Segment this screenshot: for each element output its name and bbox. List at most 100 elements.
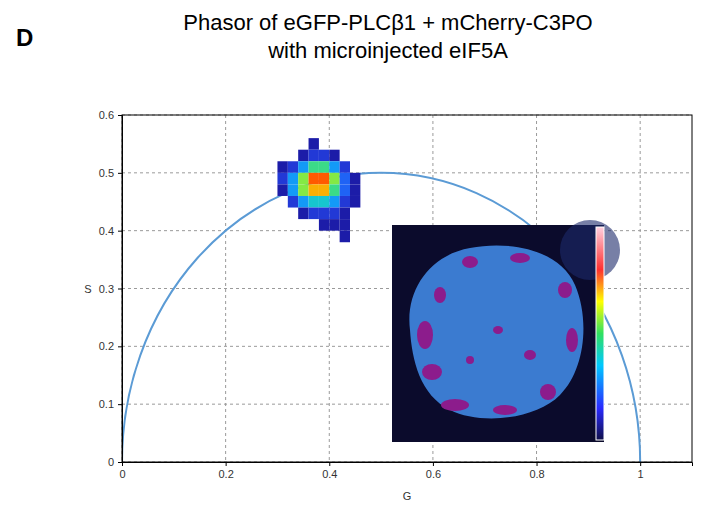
y-tick: 0.4 bbox=[99, 225, 122, 237]
x-tick-mark bbox=[226, 462, 227, 466]
histogram-cell bbox=[319, 219, 329, 231]
histogram-cell bbox=[340, 208, 350, 220]
x-tick-mark bbox=[329, 462, 330, 466]
inset-spot bbox=[493, 326, 503, 334]
inset-spot bbox=[417, 321, 433, 349]
histogram-cell bbox=[277, 161, 287, 173]
x-tick-label: 0.8 bbox=[529, 468, 544, 480]
histogram-cell bbox=[329, 219, 339, 231]
y-tick-label: 0.2 bbox=[99, 340, 114, 352]
inset-spot bbox=[558, 282, 572, 298]
histogram-cell bbox=[329, 161, 339, 173]
histogram-cell bbox=[309, 161, 319, 173]
grid-line-y bbox=[122, 172, 692, 173]
x-tick: 0.2 bbox=[218, 462, 233, 480]
x-tick-mark bbox=[537, 462, 538, 466]
title: with microinjected eIF5A bbox=[267, 38, 508, 63]
histogram-cell bbox=[319, 196, 329, 208]
histogram-cell bbox=[319, 173, 329, 185]
y-tick-label: 0.5 bbox=[99, 167, 114, 179]
x-tick-label: 0 bbox=[119, 468, 125, 480]
inset-cell bbox=[409, 245, 583, 418]
panel-label: D bbox=[16, 24, 33, 51]
histogram-cell bbox=[288, 173, 298, 185]
inset-spot bbox=[441, 399, 469, 411]
y-axis-title: S bbox=[84, 283, 91, 295]
inset-image bbox=[392, 220, 620, 442]
histogram-cell bbox=[319, 208, 329, 220]
plot-frame bbox=[122, 115, 692, 462]
inset-spot bbox=[462, 256, 478, 268]
x-tick-label: 1 bbox=[638, 468, 644, 480]
histogram-cell bbox=[350, 196, 360, 208]
histogram-cell bbox=[288, 184, 298, 196]
title: Phasor of eGFP-PLCβ1 + mCherry-C3PO bbox=[183, 10, 592, 35]
histogram-cell bbox=[298, 196, 308, 208]
histogram-cell bbox=[329, 173, 339, 185]
y-tick: 0.3 bbox=[99, 283, 122, 295]
y-tick-mark bbox=[118, 404, 122, 405]
y-tick: 0.2 bbox=[99, 340, 122, 352]
histogram-cell bbox=[298, 150, 308, 162]
inset-spot bbox=[422, 364, 442, 380]
inset-spot bbox=[466, 356, 474, 364]
inset-spot bbox=[493, 405, 517, 415]
y-tick-label: 0.3 bbox=[99, 283, 114, 295]
inset-spot bbox=[566, 328, 578, 352]
histogram-cell bbox=[309, 150, 319, 162]
histogram-cell bbox=[319, 150, 329, 162]
y-tick-mark bbox=[118, 115, 122, 116]
x-tick: 1 bbox=[638, 462, 644, 480]
histogram-cell bbox=[350, 173, 360, 185]
histogram-cell bbox=[329, 208, 339, 220]
histogram-cell bbox=[309, 184, 319, 196]
histogram-cell bbox=[340, 231, 350, 243]
inset-spot bbox=[510, 253, 530, 263]
inset-spot bbox=[434, 287, 446, 303]
histogram-cell bbox=[329, 184, 339, 196]
y-axis-line bbox=[118, 116, 123, 463]
y-tick-label: 0.1 bbox=[99, 398, 114, 410]
histogram-cell bbox=[340, 219, 350, 231]
universal-circle bbox=[122, 173, 640, 462]
x-tick: 0.4 bbox=[322, 462, 337, 480]
y-tick-label: 0.4 bbox=[99, 225, 114, 237]
histogram-cell bbox=[298, 161, 308, 173]
histogram-cell bbox=[298, 208, 308, 220]
plot-area bbox=[122, 138, 640, 462]
histogram-cell bbox=[309, 208, 319, 220]
histogram-cell bbox=[288, 196, 298, 208]
histogram-cell bbox=[329, 150, 339, 162]
y-tick: 0 bbox=[108, 456, 122, 468]
histogram-cell bbox=[319, 184, 329, 196]
x-tick-label: 0.6 bbox=[426, 468, 441, 480]
y-tick-label: 0.6 bbox=[99, 109, 114, 121]
y-tick-mark bbox=[118, 231, 122, 232]
y-tick-mark bbox=[118, 289, 122, 290]
histogram-cell bbox=[340, 184, 350, 196]
histogram-cell bbox=[340, 161, 350, 173]
histogram-cell bbox=[350, 184, 360, 196]
y-tick: 0.1 bbox=[99, 398, 122, 410]
histogram-cell bbox=[298, 173, 308, 185]
x-axis-line bbox=[123, 463, 693, 467]
inset-colorbar bbox=[596, 227, 604, 440]
x-tick: 0.6 bbox=[426, 462, 441, 480]
histogram-cell bbox=[319, 161, 329, 173]
y-tick-mark bbox=[118, 173, 122, 174]
histogram-cell bbox=[277, 173, 287, 185]
chart: D Phasor of eGFP-PLCβ1 + mCherry-C3PO with… bbox=[0, 0, 717, 512]
y-tick-mark bbox=[118, 346, 122, 347]
histogram-cell bbox=[340, 173, 350, 185]
y-tick-label: 0 bbox=[108, 456, 114, 468]
x-tick-mark bbox=[640, 462, 641, 466]
x-tick: 0.8 bbox=[529, 462, 544, 480]
x-axis: 0 0.2 0.4 0.6 0.8 1 bbox=[119, 462, 692, 480]
inset-haze bbox=[560, 220, 620, 280]
histogram-cell bbox=[309, 173, 319, 185]
x-axis-title: G bbox=[403, 490, 412, 502]
y-tick: 0.5 bbox=[99, 167, 122, 179]
inset-spot bbox=[540, 384, 556, 400]
grid bbox=[122, 115, 692, 462]
x-tick-mark bbox=[433, 462, 434, 466]
